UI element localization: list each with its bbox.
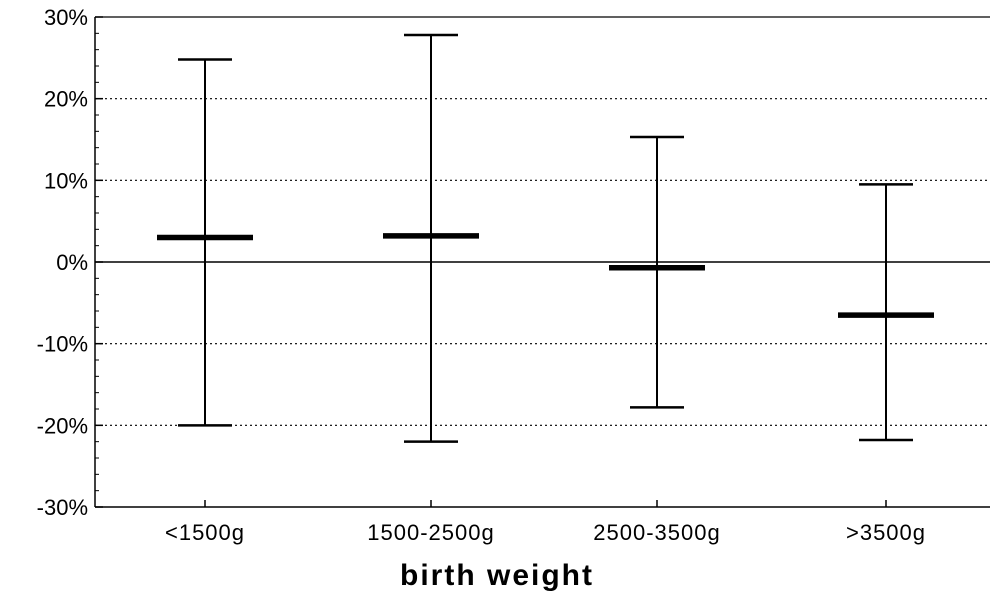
x-tick-label: <1500g bbox=[165, 520, 245, 545]
x-axis-title: birth weight bbox=[400, 559, 594, 592]
error-bars bbox=[157, 33, 934, 443]
x-tick-label: >3500g bbox=[846, 520, 926, 545]
error-bar-group bbox=[383, 33, 479, 443]
grid-lines bbox=[95, 98, 990, 426]
y-tick-label: 20% bbox=[44, 87, 88, 112]
x-tick-label: 1500-2500g bbox=[367, 520, 494, 545]
y-axis-ticks: 30% 20% 10% 0% -10% -20% -30% bbox=[37, 5, 103, 520]
y-tick-label: 30% bbox=[44, 5, 88, 30]
y-tick-label: -10% bbox=[37, 332, 88, 357]
y-tick-label: -30% bbox=[37, 495, 88, 520]
x-axis-ticks: <1500g 1500-2500g 2500-3500g >3500g bbox=[165, 500, 926, 545]
x-tick-label: 2500-3500g bbox=[593, 520, 720, 545]
y-tick-label: 10% bbox=[44, 168, 88, 193]
error-bar-group bbox=[157, 58, 253, 427]
y-tick-label: 0% bbox=[56, 250, 88, 275]
error-bar-group bbox=[838, 183, 934, 442]
error-bar-group bbox=[609, 135, 705, 409]
y-tick-label: -20% bbox=[37, 413, 88, 438]
